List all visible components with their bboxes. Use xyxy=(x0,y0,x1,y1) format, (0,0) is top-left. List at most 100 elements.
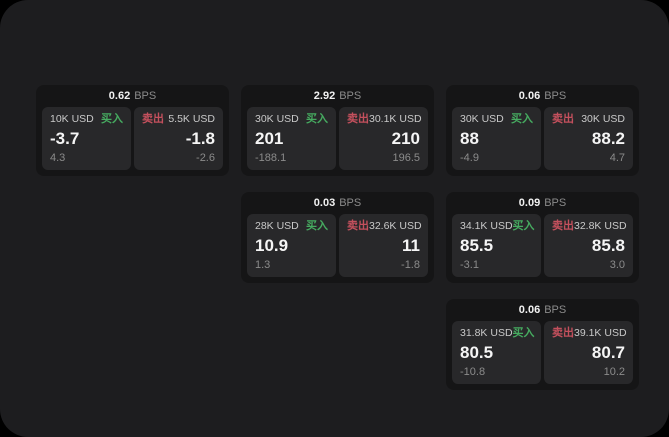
quote-card: 0.62 BPS 10K USD 买入 -3.7 4.3 卖出 5.5K USD… xyxy=(36,85,229,176)
sell-price: 210 xyxy=(391,128,420,148)
buy-change: -10.8 xyxy=(460,366,486,378)
sell-quote-tile[interactable]: 卖出 5.5K USD -1.8 -2.6 xyxy=(134,107,223,170)
buy-side-label: 买入 xyxy=(306,113,328,125)
quote-tiles: 30K USD 买入 88 -4.9 卖出 30K USD 88.2 4.7 xyxy=(452,107,633,170)
sell-side-label: 卖出 xyxy=(347,113,369,125)
bps-unit-label: BPS xyxy=(339,197,362,209)
spread-bps-value: 0.62 xyxy=(108,90,131,102)
buy-change: 4.3 xyxy=(50,152,66,164)
sell-amount-label: 32.6K USD xyxy=(369,220,422,233)
buy-side-label: 买入 xyxy=(306,220,328,232)
sell-tile-header: 卖出 5.5K USD xyxy=(142,114,215,125)
quote-cards-grid: 0.62 BPS 10K USD 买入 -3.7 4.3 卖出 5.5K USD… xyxy=(36,85,639,390)
sell-price: 85.8 xyxy=(591,235,625,255)
sell-amount-label: 39.1K USD xyxy=(574,327,627,340)
buy-amount-label: 34.1K USD xyxy=(460,220,513,233)
buy-price: 80.5 xyxy=(460,342,494,362)
sell-price: -1.8 xyxy=(185,128,215,148)
quote-card: 0.06 BPS 31.8K USD 买入 80.5 -10.8 卖出 39.1… xyxy=(446,299,639,390)
buy-change: 1.3 xyxy=(255,259,271,271)
sell-amount-label: 32.8K USD xyxy=(574,220,627,233)
buy-tile-header: 30K USD 买入 xyxy=(255,114,328,125)
buy-side-label: 买入 xyxy=(512,220,535,232)
sell-side-label: 卖出 xyxy=(347,220,369,232)
quote-card: 0.09 BPS 34.1K USD 买入 85.5 -3.1 卖出 32.8K… xyxy=(446,192,639,283)
spread-bps-value: 0.06 xyxy=(518,304,541,316)
sell-quote-tile[interactable]: 卖出 32.8K USD 85.8 3.0 xyxy=(544,214,633,277)
quote-tiles: 34.1K USD 买入 85.5 -3.1 卖出 32.8K USD 85.8… xyxy=(452,214,633,277)
sell-amount-label: 5.5K USD xyxy=(168,113,215,126)
bps-unit-label: BPS xyxy=(339,90,362,102)
spread-header: 0.03 BPS xyxy=(247,192,428,214)
buy-quote-tile[interactable]: 10K USD 买入 -3.7 4.3 xyxy=(42,107,131,170)
buy-price: 201 xyxy=(255,128,284,148)
sell-side-label: 卖出 xyxy=(552,113,574,125)
bps-unit-label: BPS xyxy=(544,304,567,316)
spread-header: 0.09 BPS xyxy=(452,192,633,214)
buy-quote-tile[interactable]: 31.8K USD 买入 80.5 -10.8 xyxy=(452,321,541,384)
sell-tile-header: 卖出 39.1K USD xyxy=(552,327,627,340)
sell-change: 10.2 xyxy=(603,366,625,378)
buy-price: 10.9 xyxy=(255,235,289,255)
sell-price: 11 xyxy=(402,235,420,255)
buy-price: -3.7 xyxy=(50,128,80,148)
sell-change: 196.5 xyxy=(392,152,420,164)
quote-card: 0.06 BPS 30K USD 买入 88 -4.9 卖出 30K USD 8… xyxy=(446,85,639,176)
sell-price: 88.2 xyxy=(591,128,625,148)
sell-change: 3.0 xyxy=(609,259,625,271)
sell-quote-tile[interactable]: 卖出 39.1K USD 80.7 10.2 xyxy=(544,321,633,384)
spread-bps-value: 0.03 xyxy=(313,197,336,209)
spread-header: 0.06 BPS xyxy=(452,299,633,321)
sell-side-label: 卖出 xyxy=(552,327,574,339)
quote-tiles: 28K USD 买入 10.9 1.3 卖出 32.6K USD 11 -1.8 xyxy=(247,214,428,277)
bps-unit-label: BPS xyxy=(544,197,567,209)
quote-tiles: 31.8K USD 买入 80.5 -10.8 卖出 39.1K USD 80.… xyxy=(452,321,633,384)
buy-tile-header: 28K USD 买入 xyxy=(255,221,328,232)
buy-change: -4.9 xyxy=(460,152,479,164)
spread-header: 0.06 BPS xyxy=(452,85,633,107)
buy-side-label: 买入 xyxy=(511,113,533,125)
sell-tile-header: 卖出 32.8K USD xyxy=(552,220,627,233)
sell-tile-header: 卖出 30K USD xyxy=(552,114,625,125)
spread-bps-value: 0.06 xyxy=(518,90,541,102)
buy-tile-header: 10K USD 买入 xyxy=(50,114,123,125)
sell-change: 4.7 xyxy=(609,152,625,164)
sell-quote-tile[interactable]: 卖出 30K USD 88.2 4.7 xyxy=(544,107,633,170)
sell-amount-label: 30K USD xyxy=(581,113,625,126)
sell-tile-header: 卖出 30.1K USD xyxy=(347,113,422,126)
buy-change: -188.1 xyxy=(255,152,287,164)
spread-bps-value: 0.09 xyxy=(518,197,541,209)
bps-unit-label: BPS xyxy=(544,90,567,102)
buy-quote-tile[interactable]: 30K USD 买入 201 -188.1 xyxy=(247,107,336,170)
buy-price: 85.5 xyxy=(460,235,494,255)
buy-amount-label: 10K USD xyxy=(50,113,94,126)
buy-quote-tile[interactable]: 34.1K USD 买入 85.5 -3.1 xyxy=(452,214,541,277)
buy-side-label: 买入 xyxy=(512,327,535,339)
buy-change: -3.1 xyxy=(460,259,479,271)
buy-amount-label: 30K USD xyxy=(255,113,299,126)
sell-side-label: 卖出 xyxy=(552,220,574,232)
buy-amount-label: 30K USD xyxy=(460,113,504,126)
quote-card: 0.03 BPS 28K USD 买入 10.9 1.3 卖出 32.6K US… xyxy=(241,192,434,283)
sell-quote-tile[interactable]: 卖出 30.1K USD 210 196.5 xyxy=(339,107,428,170)
spread-header: 2.92 BPS xyxy=(247,85,428,107)
buy-amount-label: 28K USD xyxy=(255,220,299,233)
buy-quote-tile[interactable]: 28K USD 买入 10.9 1.3 xyxy=(247,214,336,277)
sell-change: -1.8 xyxy=(401,259,420,271)
quote-tiles: 30K USD 买入 201 -188.1 卖出 30.1K USD 210 1… xyxy=(247,107,428,170)
buy-amount-label: 31.8K USD xyxy=(460,327,513,340)
spread-bps-value: 2.92 xyxy=(313,90,336,102)
quote-card: 2.92 BPS 30K USD 买入 201 -188.1 卖出 30.1K … xyxy=(241,85,434,176)
buy-quote-tile[interactable]: 30K USD 买入 88 -4.9 xyxy=(452,107,541,170)
spread-header: 0.62 BPS xyxy=(42,85,223,107)
sell-side-label: 卖出 xyxy=(142,113,164,125)
sell-amount-label: 30.1K USD xyxy=(369,113,422,126)
sell-price: 80.7 xyxy=(591,342,625,362)
bps-unit-label: BPS xyxy=(134,90,157,102)
buy-side-label: 买入 xyxy=(101,113,123,125)
buy-tile-header: 34.1K USD 买入 xyxy=(460,220,535,233)
buy-tile-header: 31.8K USD 买入 xyxy=(460,327,535,340)
sell-quote-tile[interactable]: 卖出 32.6K USD 11 -1.8 xyxy=(339,214,428,277)
quote-tiles: 10K USD 买入 -3.7 4.3 卖出 5.5K USD -1.8 -2.… xyxy=(42,107,223,170)
